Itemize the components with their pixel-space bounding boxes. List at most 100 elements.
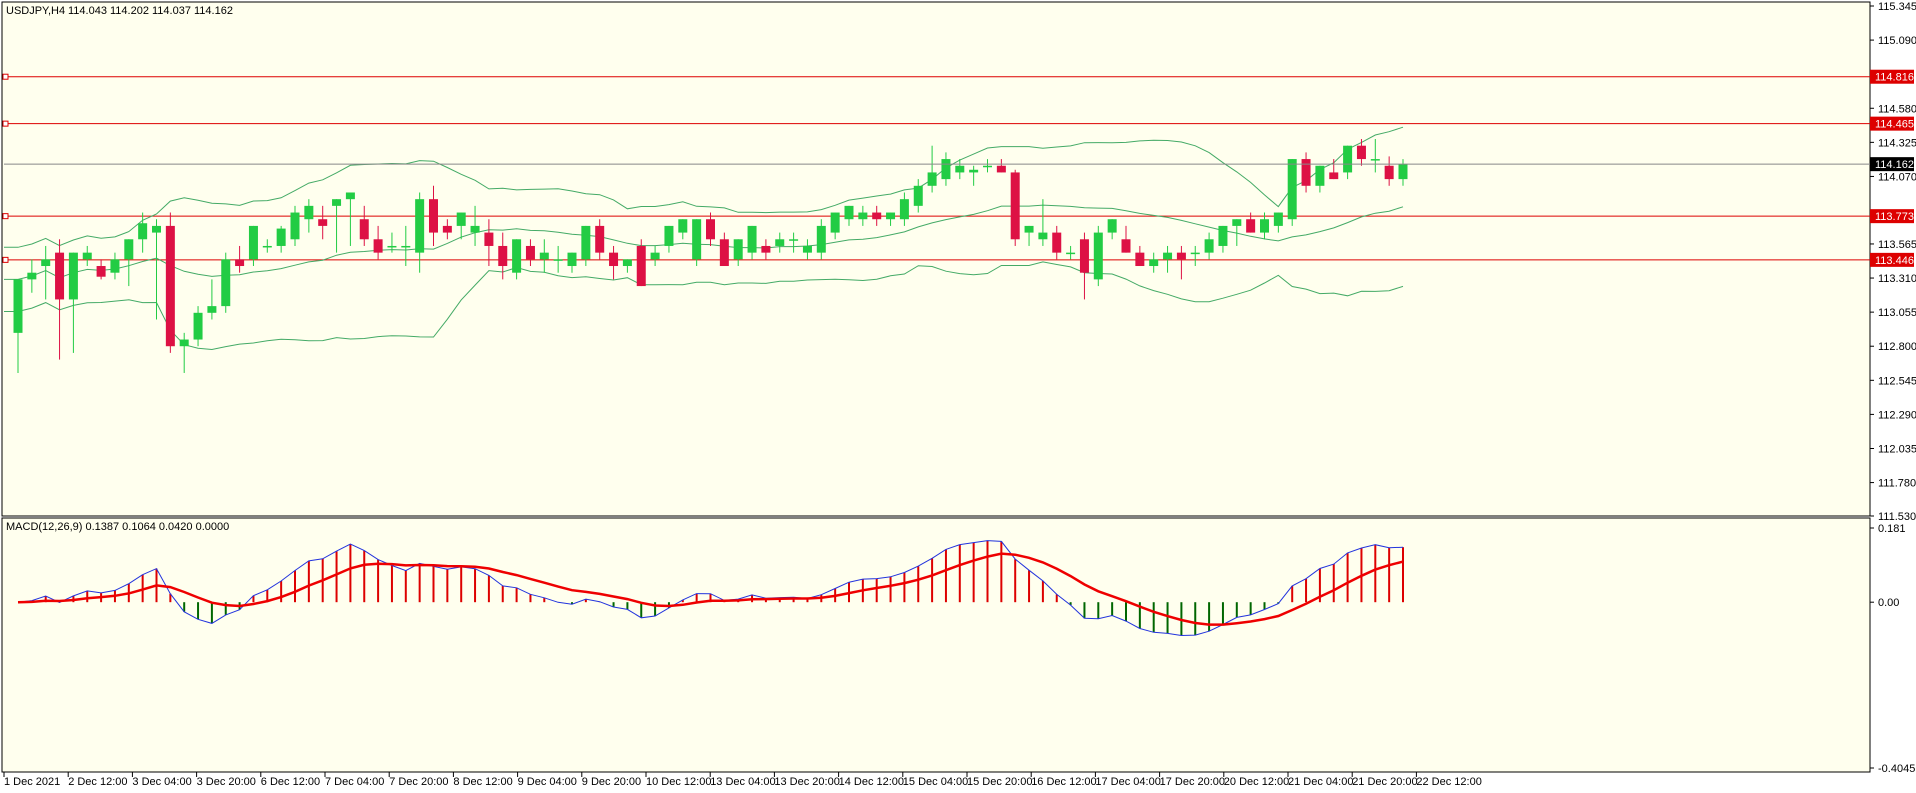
macd-lines: [17, 540, 1404, 637]
candle-body: [1107, 219, 1117, 233]
level-anchor: [2, 120, 9, 127]
horizontal-levels[interactable]: 114.816 114.465 113.773 113.446: [2, 69, 1914, 267]
level-price-tag: [1870, 69, 1914, 84]
candle-body: [456, 212, 466, 226]
candle-body: [678, 219, 688, 233]
time-tick-label: 8 Dec 12:00: [453, 776, 512, 788]
level-anchor: [2, 73, 9, 80]
candle-body: [872, 212, 882, 220]
level-price-tag: [1870, 252, 1914, 267]
candle-body: [262, 245, 272, 248]
candle-body: [207, 306, 217, 313]
candle-body: [747, 225, 757, 253]
candle-body: [110, 259, 120, 273]
time-tick-label: 10 Dec 12:00: [646, 776, 711, 788]
price-axis: 115.345 115.090 114.580 114.325 114.070 113.5…: [1870, 1, 1916, 523]
candle-body: [498, 245, 508, 267]
price-tick-label: 114.070: [1878, 171, 1916, 183]
candle-body: [41, 259, 51, 267]
price-tick-label: 115.345: [1878, 1, 1916, 13]
candle-body: [706, 219, 715, 240]
candle-body: [470, 225, 480, 233]
candle-body: [68, 252, 78, 300]
candle-body: [1038, 232, 1048, 240]
price-tick-label: 115.090: [1878, 35, 1916, 47]
candle-body: [276, 228, 286, 246]
candle-body: [816, 225, 826, 253]
time-tick-label: 1 Dec 2021: [4, 776, 60, 788]
candle-body: [581, 225, 591, 260]
candle-body: [1287, 159, 1297, 220]
candle-body: [1398, 164, 1408, 180]
time-tick-label: 3 Dec 20:00: [197, 776, 256, 788]
candle-body: [983, 165, 992, 168]
candle-body: [539, 252, 549, 260]
candle-body: [650, 252, 660, 260]
price-tick-label: 111.530: [1878, 511, 1916, 523]
candle-body: [1024, 225, 1034, 233]
candle-body: [955, 165, 965, 173]
candle-body: [290, 212, 300, 240]
candle-body: [138, 223, 148, 240]
candle-body: [1066, 252, 1076, 255]
price-tick-label: 113.565: [1878, 239, 1916, 251]
time-tick-label: 6 Dec 12:00: [261, 776, 320, 788]
price-tick-label: 112.545: [1878, 375, 1916, 387]
candle-body: [830, 212, 840, 233]
candle-body: [886, 212, 896, 220]
candle-body: [1163, 252, 1173, 260]
candle-body: [165, 225, 175, 347]
level-price-label: 114.816: [1875, 72, 1914, 84]
candle-body: [1218, 225, 1228, 246]
candle-body: [1176, 252, 1186, 260]
price-tick-label: 112.800: [1878, 341, 1916, 353]
candle-body: [193, 312, 203, 340]
candle-body: [124, 239, 134, 260]
time-tick-label: 3 Dec 04:00: [132, 776, 191, 788]
candle-body: [609, 252, 619, 267]
candle-body: [1356, 145, 1366, 160]
time-tick-label: 7 Dec 20:00: [389, 776, 448, 788]
candle-body: [899, 199, 909, 220]
level-anchor: [2, 256, 9, 263]
candle-body: [692, 219, 702, 260]
candle-body: [996, 165, 1006, 173]
candle-body: [1121, 239, 1131, 253]
candle-body: [664, 225, 674, 246]
candle-body: [1093, 232, 1103, 280]
price-tick-label: 113.310: [1878, 273, 1916, 285]
ohlc-header: 114.043 114.202 114.037 114.162: [68, 5, 233, 17]
candle-body: [82, 252, 92, 260]
time-tick-label: 13 Dec 04:00: [710, 776, 775, 788]
time-tick-label: 21 Dec 20:00: [1352, 776, 1417, 788]
time-tick-label: 22 Dec 12:00: [1416, 776, 1481, 788]
candle-body: [1260, 219, 1269, 233]
candle-body: [304, 205, 314, 220]
level-price-label: 113.446: [1875, 255, 1914, 267]
time-tick-label: 17 Dec 20:00: [1160, 776, 1225, 788]
time-tick-label: 9 Dec 04:00: [518, 776, 577, 788]
candle-body: [622, 259, 632, 267]
candle-body: [858, 212, 868, 220]
middle-band: [4, 204, 1404, 280]
candle-body: [1010, 172, 1020, 240]
price-panel[interactable]: [1, 1, 1871, 517]
candle-body: [1273, 212, 1283, 226]
candle-body: [359, 219, 369, 240]
candle-body: [96, 266, 106, 277]
candle-body: [13, 279, 23, 333]
price-tick-label: 114.580: [1878, 103, 1916, 115]
price-tick-label: 113.055: [1878, 307, 1916, 319]
candle-body: [484, 232, 494, 246]
candle-body: [221, 259, 231, 307]
candle-body: [1149, 259, 1159, 267]
candle-body: [733, 239, 743, 260]
candle-body: [789, 239, 799, 241]
candle-body: [1329, 172, 1339, 180]
candle-body: [373, 239, 383, 253]
level-price-tag: [1870, 209, 1914, 224]
candle-body: [595, 225, 605, 253]
candle-body: [636, 245, 646, 287]
